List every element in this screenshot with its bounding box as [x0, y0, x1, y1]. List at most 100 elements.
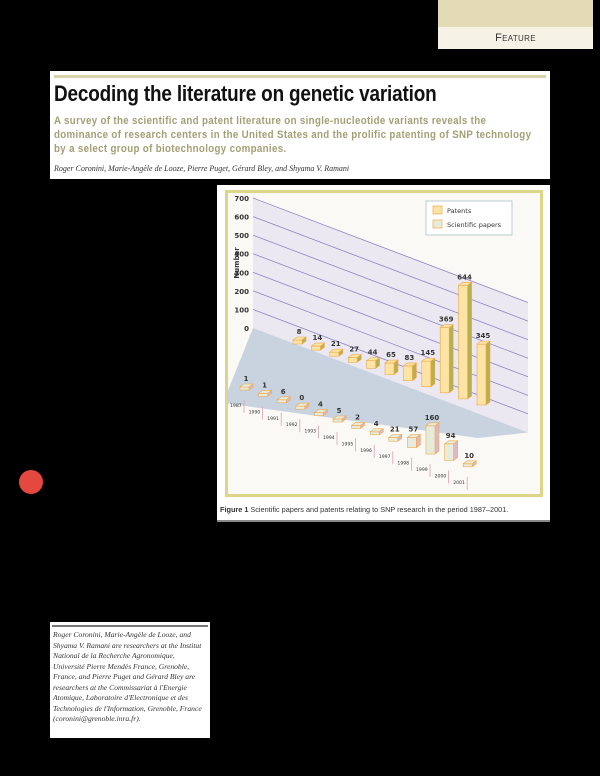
bar-value-label: 21 — [331, 340, 341, 348]
bar-face — [444, 443, 454, 461]
bar-side — [467, 281, 472, 400]
y-tick-label: 500 — [234, 232, 249, 240]
bar-top — [425, 422, 440, 427]
section-label-box: Feature — [438, 0, 593, 49]
x-tick-label: 1997 — [379, 454, 391, 460]
bar-top — [332, 415, 347, 420]
bar-value-label: 27 — [349, 346, 359, 354]
chart-frame: 0 100 200 300 400 500 600 700 Number Patents Scien… — [223, 190, 543, 497]
article-deck: A survey of the scientific and patent li… — [54, 115, 532, 155]
bar-side — [485, 340, 491, 406]
bar-face — [292, 339, 303, 345]
x-tick-label: 1987 — [230, 403, 242, 409]
bar-value-label: 10 — [464, 452, 474, 460]
bar-face — [462, 463, 473, 468]
bar-face — [314, 412, 324, 416]
bar-value-label: 8 — [297, 328, 302, 336]
gridline — [252, 216, 529, 322]
bar-value-label: 1 — [262, 381, 267, 389]
bar-value-label: 6 — [281, 388, 286, 396]
y-tick-label: 700 — [234, 195, 249, 203]
bar-face — [369, 431, 380, 436]
chart-3d-bar: 0100200300400500600700NumberPatentsScien… — [223, 195, 529, 490]
y-tick-label: 100 — [234, 306, 249, 314]
bar-top — [294, 402, 310, 407]
bar-top — [350, 422, 366, 426]
bar-face — [439, 327, 450, 394]
chart-floor — [223, 328, 528, 438]
x-tick-label: 2001 — [453, 480, 465, 486]
bar-top — [369, 428, 385, 433]
bar-value-label: 644 — [457, 273, 472, 281]
bar-top — [406, 434, 422, 438]
bar-top — [347, 354, 363, 358]
bar-value-label: 145 — [420, 349, 435, 357]
bar-face — [388, 437, 399, 442]
bar-face — [421, 360, 432, 388]
legend-swatch-patents — [432, 205, 443, 215]
legend-swatch-papers — [432, 219, 443, 229]
bio-rule — [52, 625, 208, 627]
bar-top — [292, 336, 307, 341]
bar-top — [257, 390, 273, 394]
x-tick-label: 1998 — [397, 461, 409, 467]
bar-top — [420, 357, 436, 362]
bar-face — [366, 360, 376, 369]
x-tick-label: 1994 — [323, 435, 335, 441]
y-tick-label: 300 — [234, 269, 249, 277]
figure-caption: Figure 1 Scientific papers and patents r… — [220, 505, 508, 514]
bar-top — [365, 357, 381, 361]
article-title: Decoding the literature on genetic varia… — [54, 81, 437, 106]
y-tick-label: 0 — [244, 325, 249, 333]
bar-top — [313, 409, 329, 413]
bar-face — [458, 284, 468, 400]
x-tick-label: 1990 — [249, 409, 261, 415]
bar-value-label: 14 — [313, 334, 323, 342]
bar-side — [434, 422, 440, 455]
article-header: Decoding the literature on genetic varia… — [50, 71, 550, 179]
y-tick-label: 400 — [234, 251, 249, 259]
bar-side — [430, 357, 436, 388]
x-tick-label: 1995 — [342, 441, 354, 447]
bar-face — [476, 343, 487, 406]
bar-top — [462, 460, 478, 465]
x-tick-label: 2000 — [435, 473, 447, 479]
section-label-band — [438, 0, 593, 27]
section-label: Feature — [438, 27, 593, 49]
bar-value-label: 44 — [368, 349, 378, 357]
bar-face — [403, 365, 413, 381]
legend-label-patents: Patents — [447, 207, 472, 215]
bar-top — [439, 324, 455, 328]
bar-value-label: 65 — [386, 351, 396, 359]
y-axis-label: Number — [233, 247, 241, 279]
y-tick-label: 200 — [234, 288, 249, 296]
bar-value-label: 4 — [374, 420, 379, 428]
author-bio-box: Roger Coronini, Marie-Angèle de Looze, a… — [50, 622, 210, 738]
bar-top — [239, 383, 254, 388]
bar-top — [402, 362, 418, 367]
x-tick-label: 1996 — [360, 448, 372, 454]
bar-face — [407, 437, 417, 448]
bar-face — [332, 418, 343, 423]
bar-value-label: 345 — [476, 332, 491, 340]
bar-top — [276, 396, 292, 401]
bar-value-label: 94 — [446, 432, 456, 440]
bar-value-label: 2 — [355, 413, 360, 421]
bar-value-label: 57 — [409, 426, 419, 434]
bar-top — [443, 440, 459, 445]
bar-top — [384, 359, 399, 364]
bar-value-label: 4 — [318, 401, 323, 409]
caption-rule — [217, 520, 550, 522]
bar-value-label: 83 — [405, 354, 415, 362]
bar-face — [239, 386, 250, 391]
x-tick-label: 1999 — [416, 467, 428, 473]
bar-side — [448, 324, 454, 394]
bar-side — [453, 440, 458, 461]
caption-label: Figure 1 — [220, 505, 249, 514]
bar-value-label: 5 — [337, 407, 342, 415]
header-rule — [54, 75, 546, 78]
bar-face — [311, 345, 321, 351]
y-tick-label: 600 — [234, 214, 249, 222]
bar-value-label: 21 — [390, 425, 400, 433]
bar-top — [328, 348, 344, 353]
